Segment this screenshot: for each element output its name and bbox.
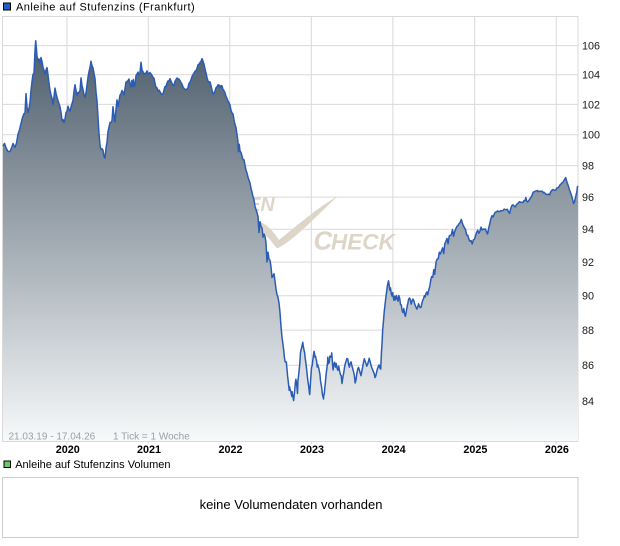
svg-text:102: 102 [582, 99, 600, 111]
svg-text:90: 90 [582, 291, 594, 303]
svg-text:Anleihe auf Stufenzins (Frankf: Anleihe auf Stufenzins (Frankfurt) [16, 1, 195, 13]
svg-text:100: 100 [582, 130, 600, 142]
svg-text:98: 98 [582, 161, 594, 173]
svg-text:104: 104 [582, 70, 600, 82]
svg-text:96: 96 [582, 192, 594, 204]
svg-text:2024: 2024 [382, 444, 406, 456]
svg-text:2026: 2026 [545, 444, 569, 456]
svg-text:2020: 2020 [56, 444, 80, 456]
svg-text:1 Tick = 1 Woche: 1 Tick = 1 Woche [113, 432, 190, 443]
svg-text:2022: 2022 [219, 444, 243, 456]
svg-text:94: 94 [582, 224, 594, 236]
svg-text:keine Volumendaten vorhanden: keine Volumendaten vorhanden [200, 497, 383, 512]
svg-text:2023: 2023 [300, 444, 324, 456]
svg-text:C: C [314, 226, 334, 256]
svg-text:106: 106 [582, 41, 600, 53]
svg-text:2025: 2025 [463, 444, 487, 456]
svg-text:21.03.19 - 17.04.26: 21.03.19 - 17.04.26 [9, 432, 96, 443]
svg-text:86: 86 [582, 360, 594, 372]
svg-text:92: 92 [582, 257, 594, 269]
svg-text:84: 84 [582, 396, 594, 408]
svg-text:88: 88 [582, 325, 594, 337]
svg-text:2021: 2021 [137, 444, 161, 456]
svg-text:HECK: HECK [331, 230, 397, 255]
svg-text:Anleihe auf Stufenzins Volumen: Anleihe auf Stufenzins Volumen [15, 459, 170, 471]
